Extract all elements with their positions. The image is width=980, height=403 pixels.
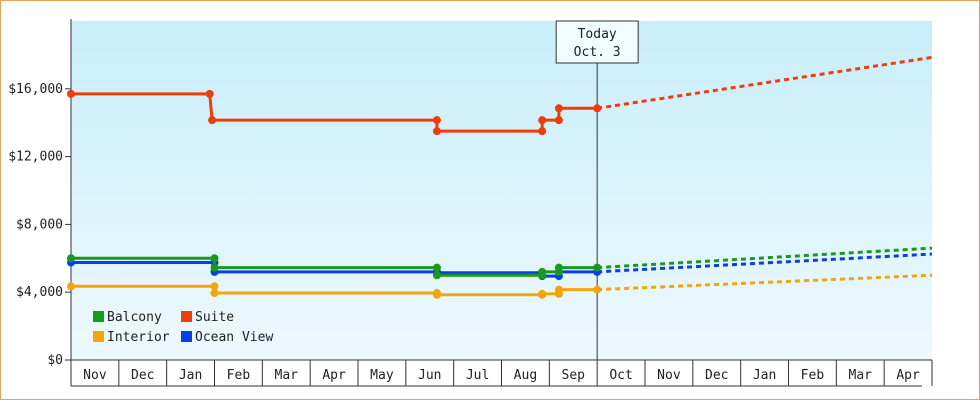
forecast-line: [597, 273, 933, 292]
y-tick-label: $4,000: [16, 285, 63, 300]
series-balcony: [67, 246, 933, 280]
x-tick-label: Jan: [753, 368, 776, 383]
plot-background: [71, 21, 932, 360]
y-tick-label: $8,000: [16, 217, 63, 232]
series-line: [71, 92, 598, 133]
x-tick-label: Mar: [849, 368, 873, 383]
data-point: [432, 271, 441, 280]
data-point: [538, 116, 547, 125]
data-point: [593, 104, 602, 113]
x-tick-label: Dec: [705, 368, 728, 383]
x-tick-label: Jun: [418, 368, 441, 383]
series-interior: [67, 273, 933, 299]
forecast-line: [596, 55, 933, 110]
today-label-box: [555, 20, 639, 64]
data-point: [554, 116, 563, 125]
x-tick-label: Jul: [466, 368, 489, 383]
x-tick-label: May: [370, 368, 394, 383]
x-tick-label: Jan: [179, 368, 202, 383]
data-point: [67, 282, 75, 291]
x-tick-label: Dec: [131, 368, 154, 383]
data-point: [205, 89, 214, 98]
series-layer: [67, 55, 933, 299]
x-tick-label: Feb: [227, 368, 251, 383]
data-point: [538, 127, 547, 136]
data-point: [210, 263, 219, 272]
today-date-label: Oct. 3: [574, 45, 621, 60]
data-point: [432, 290, 441, 299]
data-point: [554, 263, 563, 272]
data-point: [538, 267, 547, 276]
legend-swatch: [93, 331, 104, 342]
data-point: [210, 289, 219, 298]
y-tick-label: $12,000: [8, 150, 63, 165]
today-marker: Today Oct. 3: [555, 20, 639, 360]
legend-label: Ocean View: [195, 330, 273, 345]
data-point: [67, 254, 75, 263]
data-point: [538, 289, 547, 298]
axes: $0 $4,000 $8,000 $12,000 $16,000 Nov Dec Jan Feb…: [8, 19, 933, 387]
data-point: [432, 263, 441, 272]
forecast-line: [597, 246, 933, 270]
data-point: [210, 254, 219, 263]
x-tick-label: Apr: [322, 368, 346, 383]
y-tick-label: $16,000: [8, 82, 63, 97]
legend: Balcony Suite Interior Ocean View: [93, 310, 273, 345]
data-point: [67, 89, 75, 98]
x-tick-label: Aug: [514, 368, 537, 383]
legend-label: Suite: [195, 310, 234, 325]
x-tick-label: Oct: [609, 368, 632, 383]
data-point: [208, 116, 217, 125]
data-point: [554, 104, 563, 113]
legend-label: Balcony: [107, 310, 162, 325]
data-point: [593, 285, 602, 294]
legend-swatch: [181, 311, 192, 322]
legend-label: Interior: [107, 330, 170, 345]
today-label: Today: [578, 27, 617, 42]
x-tick-label: Sep: [562, 368, 586, 383]
data-point: [554, 285, 563, 294]
x-tick-label: Nov: [657, 368, 681, 383]
legend-swatch: [181, 331, 192, 342]
x-tick-label: Apr: [896, 368, 920, 383]
series-suite: [67, 55, 933, 136]
data-point: [593, 263, 602, 272]
x-tick-label: Mar: [275, 368, 299, 383]
data-point: [432, 127, 441, 136]
legend-swatch: [93, 311, 104, 322]
y-tick-label: $0: [47, 353, 63, 368]
data-point: [210, 282, 219, 291]
x-tick-label: Feb: [801, 368, 825, 383]
data-point: [432, 116, 441, 125]
x-tick-label: Nov: [83, 368, 107, 383]
forecast-line: [597, 252, 933, 274]
